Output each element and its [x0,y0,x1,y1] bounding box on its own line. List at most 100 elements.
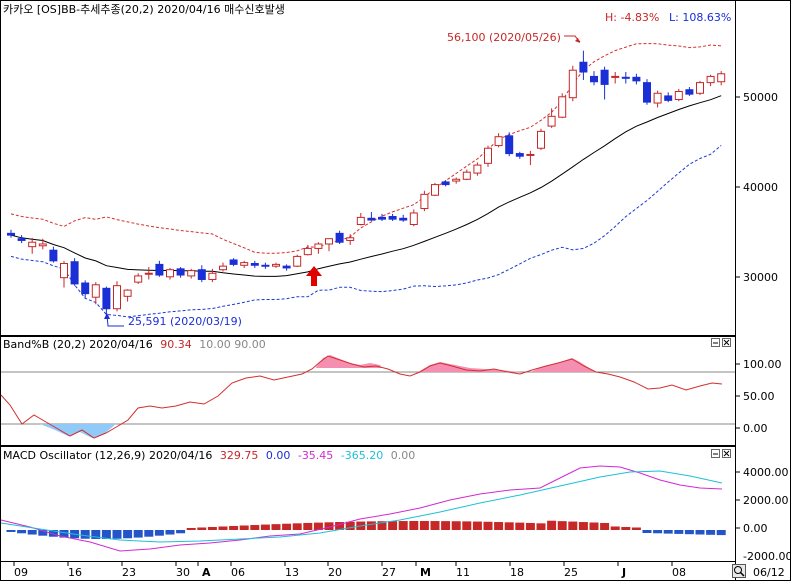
candle[interactable] [494,133,503,148]
candle[interactable] [49,246,58,263]
candle[interactable] [102,286,111,318]
candle[interactable] [219,262,227,272]
candle[interactable] [60,260,68,288]
candle[interactable] [70,258,79,286]
candle[interactable] [462,169,471,181]
candle[interactable] [261,262,270,269]
candle[interactable] [632,73,641,85]
candle[interactable] [505,132,514,157]
x-axis-label: 09 [14,566,28,579]
candle[interactable] [537,128,545,151]
candle[interactable] [378,213,386,221]
candle[interactable] [356,212,365,226]
candle[interactable] [431,182,439,197]
candle[interactable] [282,264,291,271]
candle-body [144,272,153,275]
candle[interactable] [441,180,450,187]
candle[interactable] [187,268,196,279]
candle[interactable] [579,50,588,80]
candle[interactable] [600,66,609,100]
price-plot-area[interactable] [0,0,736,336]
macd-y-tick: 0.00 [743,522,768,535]
candle[interactable] [674,88,683,102]
candle[interactable] [367,212,376,221]
candle[interactable] [28,237,37,254]
candle[interactable] [568,65,577,102]
candle[interactable] [240,260,249,268]
candle[interactable] [176,267,185,278]
candle[interactable] [155,260,164,277]
macd-hist-bar [642,530,652,533]
candle[interactable] [134,273,143,284]
macd-hist-bar [515,522,525,530]
macd-hist-bar [17,530,27,534]
macd-hist-bar [695,530,705,535]
candle[interactable] [91,282,100,305]
candle[interactable] [484,145,492,167]
candle[interactable] [664,92,673,103]
price-y-tick: 50000 [743,91,778,104]
candle[interactable] [409,209,418,227]
candle[interactable] [611,71,620,84]
bandb-overbought-fill [316,355,382,368]
candle[interactable] [250,260,259,268]
candle[interactable] [515,151,524,159]
bandb-line [0,355,723,439]
candle[interactable] [346,234,355,245]
candle[interactable] [38,238,47,250]
candle[interactable] [473,162,482,176]
macd-hist-bar [271,524,281,530]
candle[interactable] [685,87,694,96]
bandb-levels: 10.00 90.00 [199,338,265,351]
candle[interactable] [643,79,651,105]
candle[interactable] [452,177,461,184]
candle[interactable] [399,214,408,222]
candle[interactable] [590,71,598,86]
candle-body [441,181,450,186]
candle[interactable] [272,262,280,268]
candle[interactable] [558,93,567,119]
macd-hist-bar [557,521,567,530]
magnifier-icon [734,566,742,574]
candle[interactable] [653,90,662,108]
bandb-plot-area[interactable] [0,336,736,446]
bandb-overbought-fill [418,362,520,372]
candle[interactable] [526,150,535,166]
macd-hist-bar [165,530,175,535]
candle[interactable] [420,190,429,212]
candle[interactable] [229,258,238,267]
candle[interactable] [335,230,344,244]
zoom-button[interactable] [732,564,746,578]
candle[interactable] [7,229,15,238]
candle-body [409,212,418,225]
candle[interactable] [388,213,397,221]
macd-window-controls [711,449,731,458]
bandb-oversold-fill [40,424,116,438]
candle-body [611,75,620,78]
candle[interactable] [706,74,715,87]
candle[interactable] [81,280,90,299]
candle-body [643,82,651,103]
candle[interactable] [166,267,174,280]
candle-body [38,243,47,247]
candle[interactable] [696,80,704,96]
candle[interactable] [621,71,630,84]
candle[interactable] [314,242,323,254]
candle[interactable] [144,267,153,280]
candle[interactable] [197,265,206,283]
candle[interactable] [303,244,312,256]
lower-band-line [10,145,722,318]
candle[interactable] [293,254,302,268]
candle[interactable] [208,268,217,283]
candle-body [335,232,344,243]
candle[interactable] [113,281,121,312]
macd-plot-area[interactable] [0,446,736,562]
candle-body [261,264,270,267]
candle[interactable] [547,108,556,128]
candle[interactable] [325,238,333,252]
candle[interactable] [17,235,26,244]
macd-hist-bar [207,526,217,530]
candle[interactable] [717,71,726,86]
candle[interactable] [123,289,132,302]
